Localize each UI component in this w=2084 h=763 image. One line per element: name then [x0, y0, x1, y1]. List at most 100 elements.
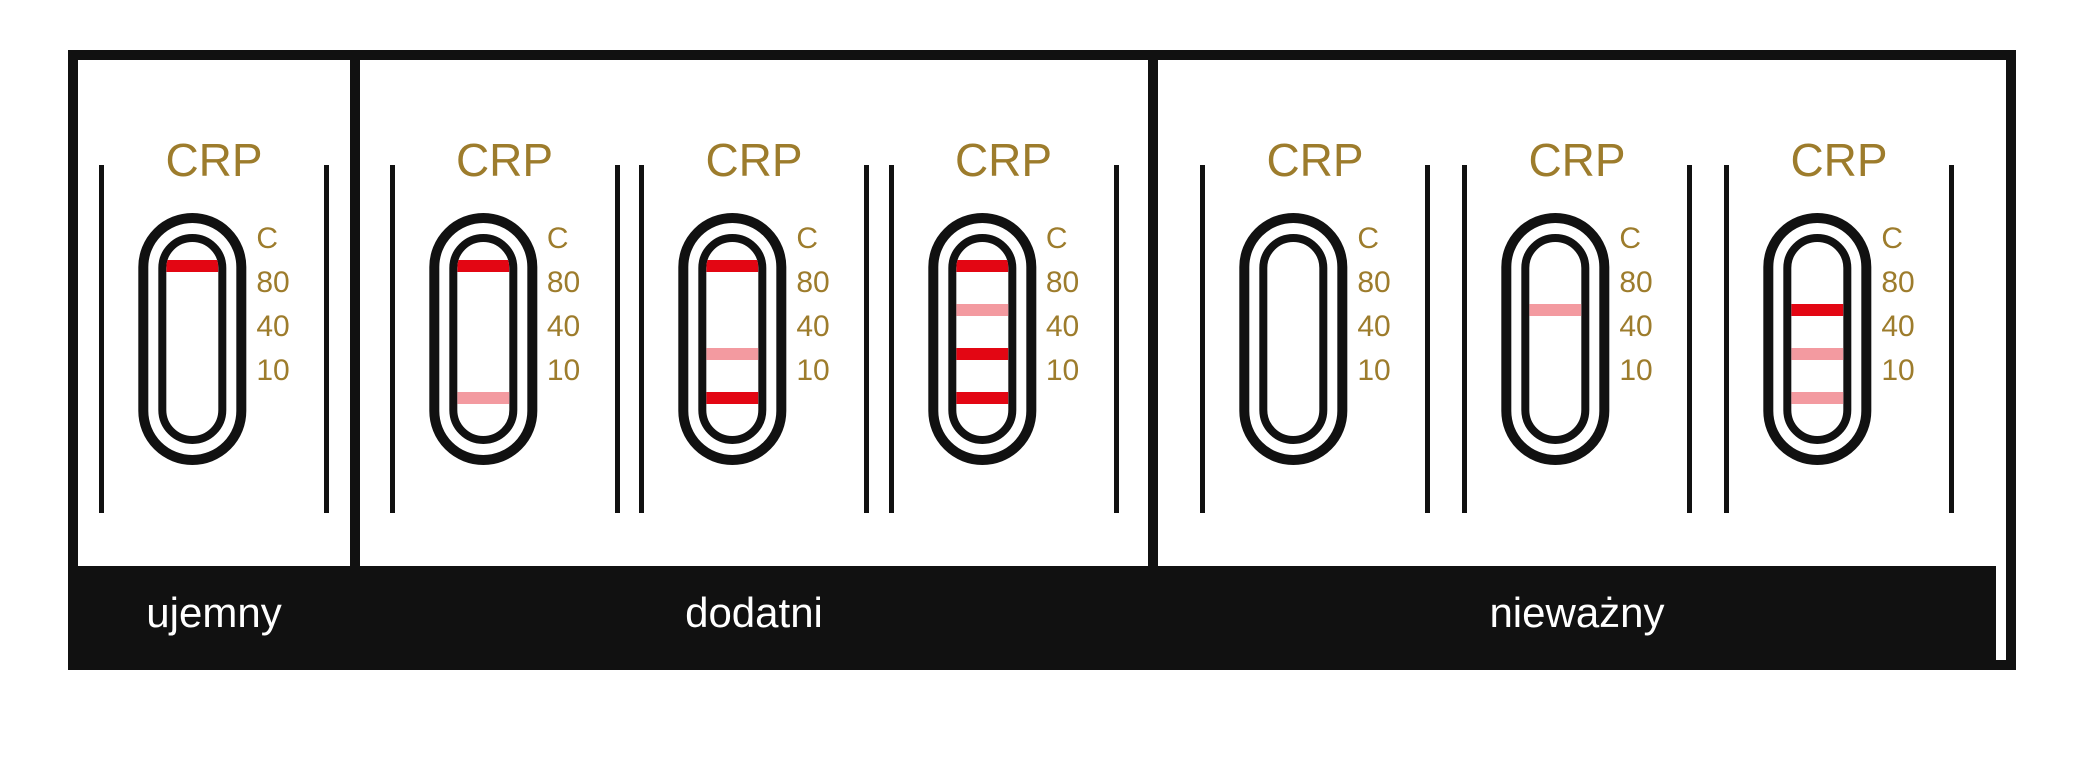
- well-assembly: C804010: [429, 213, 580, 465]
- scale-label: 40: [796, 305, 829, 349]
- result-band-80: [1791, 304, 1843, 316]
- cassette-title: CRP: [1462, 133, 1692, 187]
- well-inner: [1521, 234, 1589, 444]
- result-band-C: [706, 260, 758, 272]
- cassette-edge-left: [390, 165, 395, 513]
- scale-label: 10: [256, 349, 289, 393]
- well-outer: [1501, 213, 1609, 465]
- group-label: dodatni: [360, 566, 1148, 660]
- well-outer: [1239, 213, 1347, 465]
- scale-label: 80: [1881, 261, 1914, 305]
- cassette-title: CRP: [99, 133, 329, 187]
- scale-label: 10: [547, 349, 580, 393]
- scale-label: 40: [1357, 305, 1390, 349]
- scale-label: 10: [1357, 349, 1390, 393]
- scale-label: 40: [547, 305, 580, 349]
- result-group: CRPC804010CRPC804010CRPC804010nieważny: [1158, 60, 1996, 660]
- cassette-edge-left: [1200, 165, 1205, 513]
- result-band-40: [956, 348, 1008, 360]
- result-band-10: [956, 392, 1008, 404]
- scale-label: C: [1881, 217, 1914, 261]
- cassette-edge-right: [1687, 165, 1692, 513]
- cassette-edge-right: [864, 165, 869, 513]
- cassette-edge-right: [615, 165, 620, 513]
- group-body: CRP C804010: [78, 60, 350, 566]
- scale-label: 80: [547, 261, 580, 305]
- cassette-edge-right: [324, 165, 329, 513]
- cassette-edge-left: [99, 165, 104, 513]
- scale-label: C: [256, 217, 289, 261]
- scale-label: C: [1046, 217, 1079, 261]
- test-cassette: CRP C804010: [1462, 113, 1692, 513]
- well-assembly: C804010: [678, 213, 829, 465]
- result-band-40: [706, 348, 758, 360]
- scale-label: C: [796, 217, 829, 261]
- group-body: CRPC804010CRPC804010CRPC804010: [1158, 60, 1996, 566]
- test-cassette: CRP C804010: [99, 113, 329, 513]
- cassette-title: CRP: [1200, 133, 1430, 187]
- scale-label: 80: [796, 261, 829, 305]
- well-assembly: C804010: [1763, 213, 1914, 465]
- scale-label: 10: [1881, 349, 1914, 393]
- well-inner: [1259, 234, 1327, 444]
- cassette-edge-left: [1724, 165, 1729, 513]
- scale-label: 40: [256, 305, 289, 349]
- scale-label: C: [1619, 217, 1652, 261]
- test-cassette: CRP C804010: [1724, 113, 1954, 513]
- cassette-edge-right: [1425, 165, 1430, 513]
- scale-label: 10: [1619, 349, 1652, 393]
- scale-label: 40: [1881, 305, 1914, 349]
- scale-label: C: [547, 217, 580, 261]
- well-inner: [449, 234, 517, 444]
- well-inner: [158, 234, 226, 444]
- group-label: nieważny: [1158, 566, 1996, 660]
- group-label: ujemny: [78, 566, 350, 660]
- scale-label: C: [1357, 217, 1390, 261]
- well-outer: [1763, 213, 1871, 465]
- test-cassette: CRPC804010: [639, 113, 869, 513]
- well-assembly: C804010: [1501, 213, 1652, 465]
- diagram-frame: CRPC804010ujemnyCRPC804010CRPC804010CRPC…: [68, 50, 2016, 670]
- cassette-edge-right: [1949, 165, 1954, 513]
- scale-labels: C804010: [256, 217, 289, 393]
- group-body: CRPC804010CRPC804010CRPC804010: [360, 60, 1148, 566]
- result-band-40: [1791, 348, 1843, 360]
- scale-labels: C804010: [1619, 217, 1652, 393]
- cassette-edge-right: [1114, 165, 1119, 513]
- scale-labels: C804010: [1046, 217, 1079, 393]
- cassette-edge-left: [1462, 165, 1467, 513]
- cassette-edge-left: [889, 165, 894, 513]
- cassette-edge-left: [639, 165, 644, 513]
- well-assembly: C804010: [928, 213, 1079, 465]
- scale-label: 10: [796, 349, 829, 393]
- well-outer: [928, 213, 1036, 465]
- result-band-10: [1791, 392, 1843, 404]
- result-group: CRP C804010 ujemny: [78, 60, 360, 660]
- scale-label: 80: [1046, 261, 1079, 305]
- well-outer: [678, 213, 786, 465]
- scale-labels: C804010: [796, 217, 829, 393]
- well-inner: [698, 234, 766, 444]
- result-band-10: [706, 392, 758, 404]
- well-inner: [1783, 234, 1851, 444]
- cassette-title: CRP: [390, 133, 620, 187]
- result-band-10: [457, 392, 509, 404]
- result-band-80: [1529, 304, 1581, 316]
- scale-labels: C804010: [1357, 217, 1390, 393]
- result-band-C: [166, 260, 218, 272]
- result-band-C: [457, 260, 509, 272]
- result-band-C: [956, 260, 1008, 272]
- test-cassette: CRP C804010: [1200, 113, 1430, 513]
- result-band-80: [956, 304, 1008, 316]
- well-assembly: C804010: [1239, 213, 1390, 465]
- scale-labels: C804010: [1881, 217, 1914, 393]
- cassette-title: CRP: [1724, 133, 1954, 187]
- scale-label: 40: [1619, 305, 1652, 349]
- scale-label: 40: [1046, 305, 1079, 349]
- scale-label: 10: [1046, 349, 1079, 393]
- test-cassette: CRP C804010: [390, 113, 620, 513]
- scale-label: 80: [1619, 261, 1652, 305]
- well-outer: [138, 213, 246, 465]
- scale-label: 80: [1357, 261, 1390, 305]
- result-group: CRPC804010CRPC804010CRPC804010dodatni: [360, 60, 1158, 660]
